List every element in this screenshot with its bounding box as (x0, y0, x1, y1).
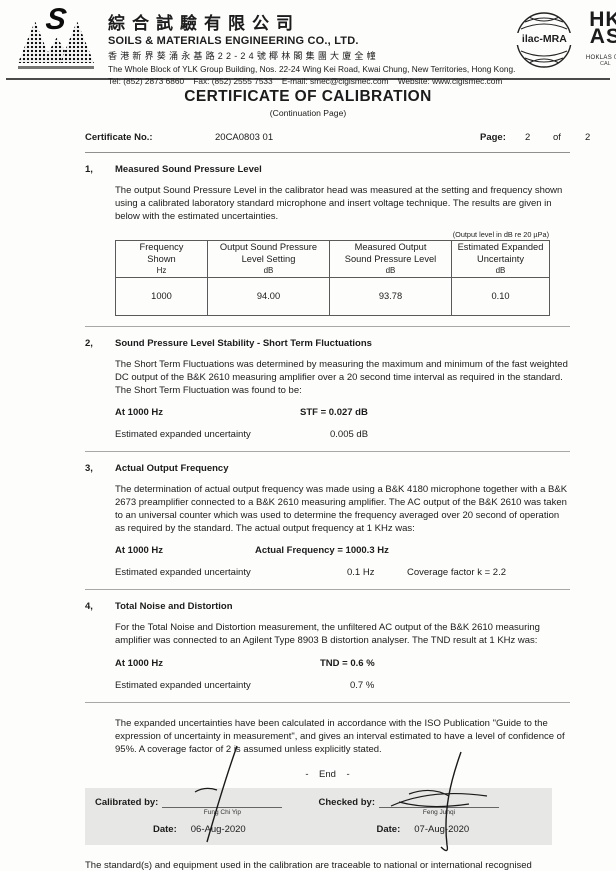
results-table-data-row: 1000 94.00 93.78 0.10 (115, 276, 550, 316)
tnd-condition-label: At 1000 Hz (115, 657, 164, 669)
tnd-uncertainty-row: Estimated expanded uncertainty 0.7 % (85, 680, 570, 692)
coverage-factor-value: Coverage factor k = 2.2 (407, 567, 507, 579)
section-4-title: Total Noise and Distortion (115, 601, 233, 613)
company-contact-line: Tel: (852) 2873 6860 Fax: (852) 2555 753… (108, 76, 503, 86)
certificate-no-label: Certificate No.: (85, 132, 153, 143)
page-of-label: of (553, 132, 561, 143)
col-uncertainty: Estimated Expanded Uncertainty dB (451, 240, 550, 278)
results-table-header-row: Frequency Shown Hz Output Sound Pressure Le… (115, 240, 550, 278)
cell-uncertainty: 0.10 (451, 276, 550, 316)
tnd-uncertainty-value: 0.7 % (350, 679, 375, 691)
section-2-divider (85, 450, 570, 452)
section-4-heading: 4, Total Noise and Distortion (85, 601, 570, 612)
end-marker: - End - (305, 768, 350, 780)
section-3-divider (85, 589, 570, 591)
logo-letter: S (43, 3, 69, 36)
certificate-no-value: 20CA0803 01 (215, 132, 274, 143)
section-4-divider (85, 701, 570, 703)
page-total: 2 (585, 132, 591, 143)
company-name-english: SOILS & MATERIALS ENGINEERING CO., LTD. (108, 35, 359, 47)
checked-date-value: 07-Aug-2020 (414, 823, 470, 835)
section-3-body: The determination of actual output frequ… (115, 483, 568, 535)
col-output-setting: Output Sound Pressure Level Setting dB (207, 240, 330, 278)
frequency-result-row: At 1000 Hz Actual Frequency = 1000.3 Hz (85, 545, 570, 557)
certificate-body: 1, Measured Sound Pressure Level The out… (85, 164, 570, 852)
section-2-body: The Short Term Fluctuations was determin… (115, 358, 568, 396)
cell-output-setting: 94.00 (207, 276, 330, 316)
company-address-english: The Whole Block of YLK Group Building, N… (108, 64, 516, 74)
calibrated-by-column: Calibrated by: Fung Chi Yip Date: 06-Aug… (95, 745, 319, 843)
section-2-number: 2, (85, 337, 93, 349)
traceability-statement: The standard(s) and equipment used in th… (85, 859, 532, 871)
company-info: 綜合試驗有限公司 SOILS & MATERIALS ENGINEERING C… (98, 7, 515, 86)
section-1-divider (85, 325, 570, 327)
stf-uncertainty-label: Estimated expanded uncertainty (115, 428, 251, 440)
certificate-subtitle: (Continuation Page) (269, 108, 347, 118)
tnd-result-value: TND = 0.6 % (320, 657, 375, 669)
letterhead: S 綜合試驗有限公司 SOILS & MATERIALS ENGINEERING… (0, 0, 616, 86)
results-table: Frequency Shown Hz Output Sound Pressure Le… (115, 240, 550, 316)
section-2-title: Sound Pressure Level Stability - Short T… (115, 337, 372, 349)
section-2-heading: 2, Sound Pressure Level Stability - Shor… (85, 338, 570, 349)
section-1-title: Measured Sound Pressure Level (115, 164, 262, 175)
frequency-result-value: Actual Frequency = 1000.3 Hz (255, 545, 389, 557)
calibrated-date-value: 06-Aug-2020 (190, 823, 246, 835)
frequency-uncertainty-row: Estimated expanded uncertainty 0.1 Hz Co… (85, 567, 570, 579)
certificate-title: CERTIFICATE OF CALIBRATION (184, 88, 432, 105)
calibrated-date-label: Date: (153, 823, 177, 835)
tnd-uncertainty-label: Estimated expanded uncertainty (115, 679, 251, 691)
col-measured-output: Measured Output Sound Pressure Level dB (329, 240, 452, 278)
section-4-body: For the Total Noise and Distortion measu… (115, 622, 540, 647)
hkas-letters-hk: HK (589, 8, 616, 31)
signature-block: Calibrated by: Fung Chi Yip Date: 06-Aug… (85, 745, 552, 852)
checked-by-column: Checked by: Feng Junqi Date: 07-Aug-2020 (318, 751, 543, 852)
calibrated-by-label: Calibrated by: (95, 796, 159, 808)
stf-uncertainty-row: Estimated expanded uncertainty 0.005 dB (85, 429, 570, 441)
company-logo-icon: S (16, 3, 98, 71)
section-4-number: 4, (85, 601, 93, 613)
cell-frequency: 1000 (115, 276, 208, 316)
logo-baseline (18, 66, 94, 69)
calibrated-signature-line: Fung Chi Yip (162, 796, 283, 816)
stf-condition-label: At 1000 Hz (115, 406, 164, 418)
hoklas-number-label: HOKLAS 028 (585, 55, 616, 62)
page-label: Page: (480, 132, 506, 143)
stf-result-value: STF = 0.027 dB (300, 406, 368, 418)
accreditation-logos: ilac-MRA HK AS HOKLAS 028 CAL (515, 7, 616, 69)
header-divider (6, 78, 610, 80)
section-1-body: The output Sound Pressure Level in the c… (115, 185, 563, 223)
frequency-uncertainty-label: Estimated expanded uncertainty (115, 567, 251, 579)
section-3-title: Actual Output Frequency (115, 462, 229, 474)
ilac-mra-logo-icon: ilac-MRA (515, 11, 574, 69)
section-1-number: 1, (85, 164, 93, 175)
uncertainty-statement: The expanded uncertainties have been cal… (115, 717, 565, 755)
cell-measured-output: 93.78 (329, 276, 452, 316)
hkas-logo: HK AS HOKLAS 028 CAL (579, 8, 616, 68)
stf-result-row: At 1000 Hz STF = 0.027 dB (85, 407, 570, 419)
output-level-note: (Output level in dB re 20 µPa) (452, 230, 549, 240)
checked-by-name: Feng Junqi (422, 808, 456, 816)
certificate-meta-row: Certificate No.: 20CA0803 01 Page: 2 of … (85, 132, 590, 146)
hkas-letters-as: AS (589, 25, 616, 49)
frequency-uncertainty-value: 0.1 Hz (347, 567, 375, 579)
page-current: 2 (525, 132, 531, 143)
stf-uncertainty-value: 0.005 dB (330, 428, 369, 440)
checked-date-label: Date: (376, 823, 401, 835)
col-frequency: Frequency Shown Hz (115, 240, 208, 278)
company-address-chinese: 香港新界葵涌永基路22-24號椰林閣集團大廈全幢 (108, 51, 379, 61)
ilac-mra-label: ilac-MRA (515, 33, 574, 45)
meta-divider (85, 152, 570, 153)
section-1-heading: 1, Measured Sound Pressure Level (85, 164, 570, 175)
frequency-condition-label: At 1000 Hz (115, 545, 164, 557)
section-3-heading: 3, Actual Output Frequency (85, 463, 570, 474)
section-3-number: 3, (85, 462, 93, 474)
checked-signature-line: Feng Junqi (379, 796, 499, 816)
company-name-chinese: 綜合試驗有限公司 (108, 14, 300, 33)
hkas-cal-label: CAL (600, 61, 611, 68)
calibrated-by-name: Fung Chi Yip (203, 808, 241, 816)
tnd-result-row: At 1000 Hz TND = 0.6 % (85, 658, 570, 670)
checked-by-label: Checked by: (318, 796, 376, 808)
logo-triangle-right (60, 21, 94, 63)
